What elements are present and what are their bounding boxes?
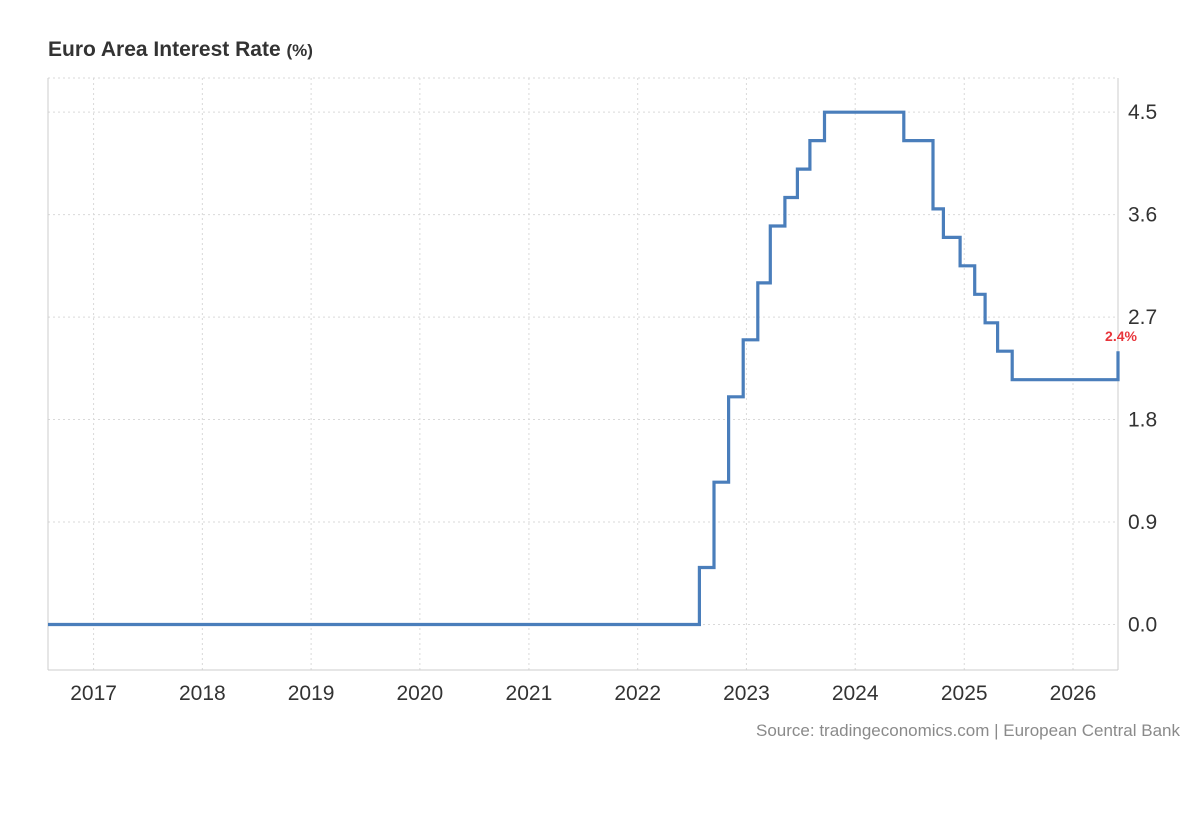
source-note: Source: tradingeconomics.com | European … [756,721,1180,740]
interest-rate-line [48,110,1120,627]
y-tick-label: 4.5 [1128,101,1157,124]
chart-title-unit: (%) [286,41,313,60]
labels: 2017 2018 2019 2020 2021 2022 2023 2024 2025 2026… [70,101,1157,705]
x-tick-label: 2019 [288,682,335,705]
x-tick-label: 2020 [397,682,444,705]
x-tick-label: 2024 [832,682,879,705]
x-tick-label: 2025 [941,682,988,705]
y-tick-label: 0.0 [1128,613,1157,636]
x-tick-label: 2018 [179,682,226,705]
chart-title: Euro Area Interest Rate (%) [48,38,313,62]
y-tick-label: 1.8 [1128,409,1157,432]
x-tick-label: 2026 [1050,682,1097,705]
last-value-label: 2.4% [1105,328,1137,344]
axes [47,78,1119,671]
x-tick-label: 2022 [614,682,661,705]
x-tick-label: 2023 [723,682,770,705]
y-tick-label: 0.9 [1128,511,1157,534]
x-tick-label: 2021 [506,682,553,705]
x-tick-label: 2017 [70,682,117,705]
y-tick-label: 2.7 [1128,306,1157,329]
y-tick-label: 3.6 [1128,204,1157,227]
series-layer [48,110,1120,627]
grid [48,77,1118,670]
chart-title-text: Euro Area Interest Rate [48,38,281,61]
